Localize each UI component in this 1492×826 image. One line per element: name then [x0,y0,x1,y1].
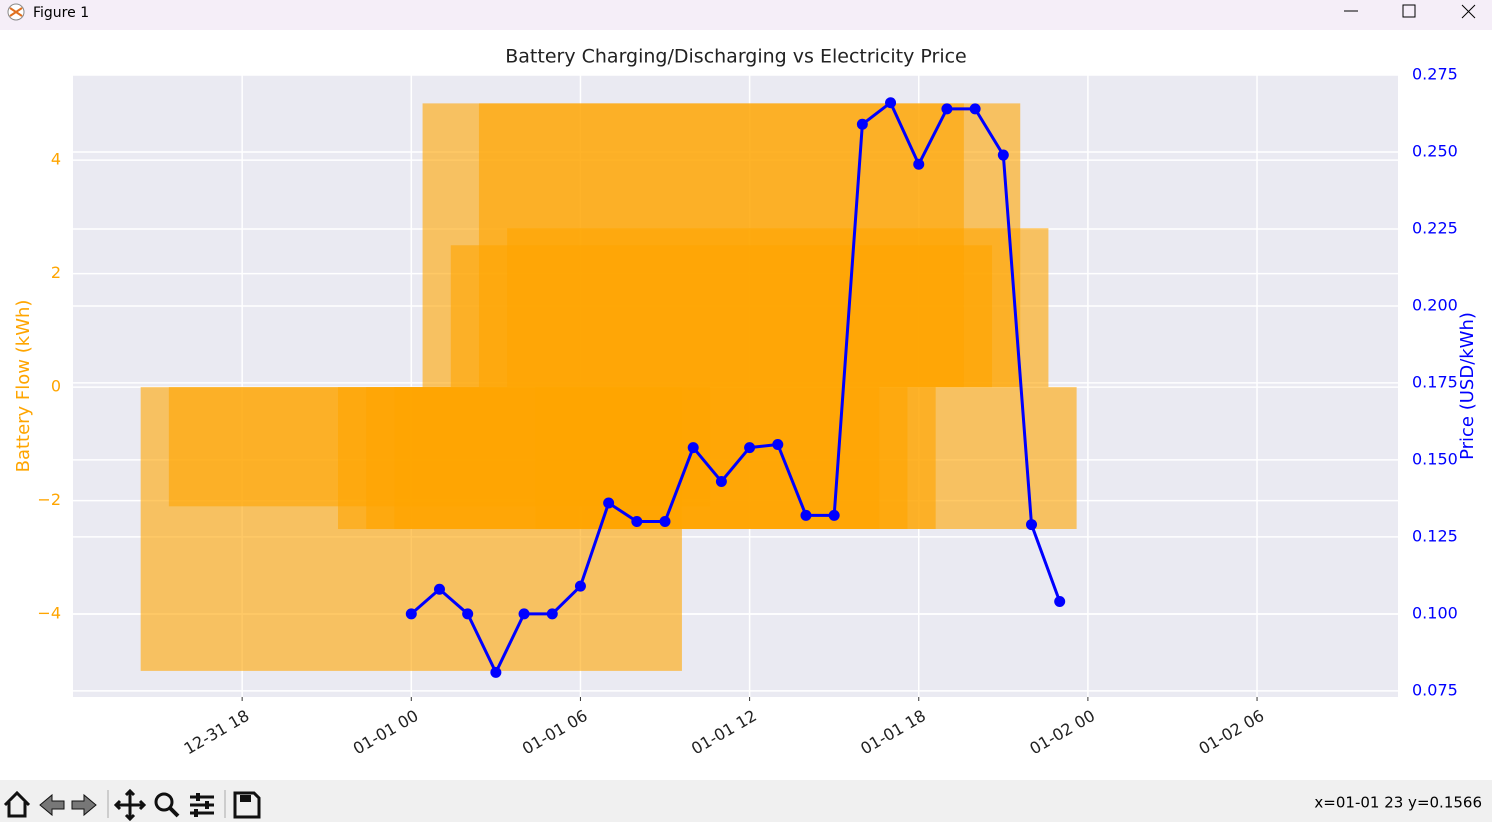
price-point [405,608,417,620]
price-point [433,583,445,595]
x-tick-label: 01-01 18 [857,706,929,758]
chart-title: Battery Charging/Discharging vs Electric… [505,46,966,68]
x-tick-label: 01-02 06 [1195,706,1267,758]
close-button[interactable] [1461,4,1476,19]
price-point [518,608,530,620]
y2-tick-label: 0.200 [1412,295,1458,314]
price-point [744,442,756,454]
toolbar [0,780,1492,822]
price-point [1054,596,1066,608]
price-point [969,103,981,115]
price-point [1026,519,1038,531]
y2-tick-label: 0.175 [1412,372,1458,391]
app-icon [7,3,25,21]
home-button[interactable] [3,790,31,818]
y2-tick-label: 0.275 [1412,65,1458,84]
y2-tick-label: 0.100 [1412,603,1458,622]
bar [507,228,1049,388]
price-point [885,97,897,109]
back-button[interactable] [39,793,65,817]
y-tick-label: 4 [51,150,61,169]
price-point [574,580,586,592]
x-tick-label: 01-01 00 [350,706,422,758]
x-tick-label: 01-02 00 [1026,706,1098,758]
y2-tick-label: 0.225 [1412,218,1458,237]
x-tick-label: 01-01 06 [519,706,591,758]
window-title: Figure 1 [33,5,89,21]
y-tick-label: −2 [37,490,61,509]
y2-axis-label: Price (USD/kWh) [1457,312,1478,460]
x-tick-label: 01-01 12 [688,706,760,758]
zoom-button[interactable] [154,792,180,818]
price-point [997,149,1009,161]
price-point [687,442,699,454]
y2-tick-label: 0.250 [1412,141,1458,160]
marks [140,97,1077,678]
title-bar [0,0,1492,30]
price-point [490,666,502,678]
y2-tick-label: 0.150 [1412,449,1458,468]
forward-button[interactable] [71,793,97,817]
y2-tick-label: 0.075 [1412,680,1458,699]
maximize-button[interactable] [1402,4,1416,18]
price-point [631,515,643,527]
y-tick-label: 0 [51,377,61,396]
price-point [603,497,615,509]
price-point [913,158,925,170]
price-point [659,515,671,527]
bar [535,387,1077,530]
status-text: x=01-01 23 y=0.1566 [1314,794,1482,812]
y-tick-label: −4 [37,604,61,623]
price-point [546,608,558,620]
configure-button[interactable] [190,793,214,817]
y-tick-label: 2 [51,263,61,282]
price-point [828,509,840,521]
y-axis-label: Battery Flow (kWh) [13,300,34,473]
pan-button[interactable] [113,788,147,822]
x-tick-label: 12-31 18 [181,706,253,758]
price-point [800,509,812,521]
price-point [856,118,868,130]
price-point [941,103,953,115]
price-point [772,439,784,451]
price-point [462,608,474,620]
price-point [715,475,727,487]
y2-tick-label: 0.125 [1412,526,1458,545]
save-button[interactable] [233,791,261,819]
